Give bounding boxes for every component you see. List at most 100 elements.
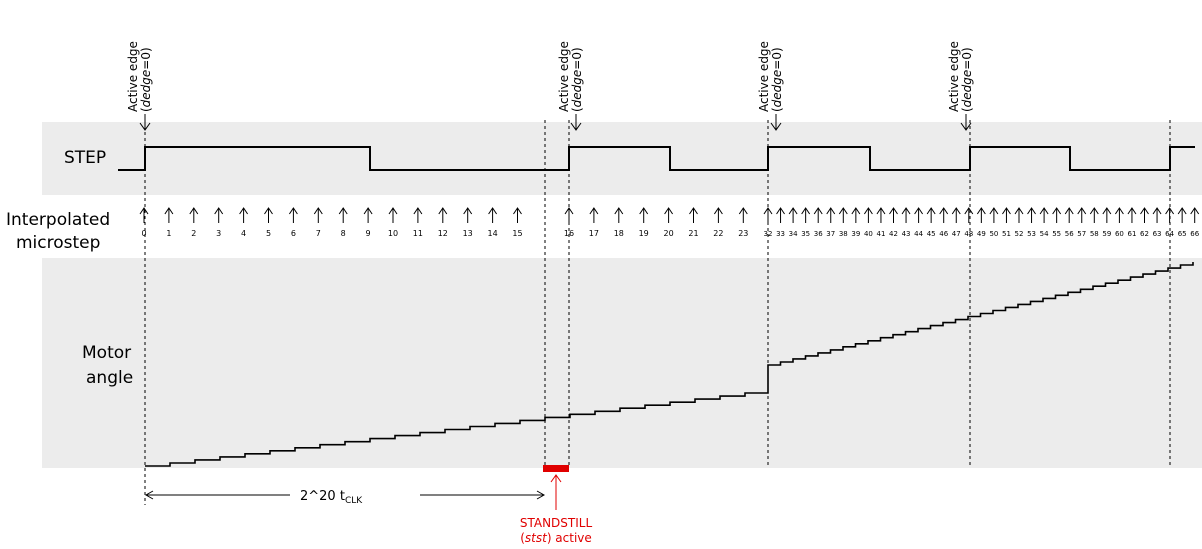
- paren: (: [139, 107, 153, 112]
- microstep-number: 11: [413, 229, 423, 238]
- microstep-number: 47: [952, 230, 961, 238]
- microstep-arrow-head: [164, 207, 174, 215]
- microstep-number: 21: [688, 229, 698, 238]
- microstep-number: 35: [801, 230, 810, 238]
- microstep-arrow-head: [989, 207, 999, 215]
- edge-arrow-head: [960, 122, 972, 131]
- paren: (: [520, 531, 525, 545]
- microstep-arrow-head: [664, 207, 674, 215]
- microstep-arrow-head: [1027, 207, 1036, 215]
- active-edge-note: (dedge=0): [139, 47, 153, 112]
- microstep-number: 32: [764, 230, 773, 238]
- active-edge-note: (dedge=0): [960, 47, 974, 112]
- microstep-arrow-head: [313, 207, 323, 215]
- microstep-number: 58: [1090, 230, 1099, 238]
- microstep-arrow-head: [338, 207, 348, 215]
- motor-label: Motor: [82, 343, 131, 363]
- microstep-arrow-head: [1077, 207, 1087, 215]
- microstep-number: 6: [291, 229, 296, 238]
- microstep-number: 38: [839, 230, 848, 238]
- microstep-arrow-head: [264, 207, 273, 215]
- microstep-number: 33: [776, 230, 785, 238]
- microstep-number: 12: [438, 229, 448, 238]
- microstep-arrow-head: [914, 207, 924, 215]
- microstep-arrow-head: [639, 207, 649, 215]
- microstep-number: 19: [639, 229, 649, 238]
- microstep-arrow-head: [1177, 207, 1187, 215]
- edge-arrow-head: [570, 122, 582, 131]
- microstep-number: 43: [902, 230, 911, 238]
- microstep-arrow-head: [463, 207, 473, 215]
- microstep-arrow-head: [564, 207, 574, 215]
- microstep-arrow-head: [1014, 207, 1024, 215]
- microstep-number: 8: [341, 229, 346, 238]
- microstep-number: 23: [738, 229, 748, 238]
- step-waveform: [118, 146, 1195, 171]
- microstep-arrow-head: [1152, 207, 1162, 215]
- microstep-arrow-head: [488, 207, 498, 215]
- microstep-number: 20: [664, 229, 674, 238]
- dedge: dedge: [570, 70, 584, 108]
- microstep-arrow-head: [1127, 207, 1137, 215]
- microstep-number: 18: [614, 229, 624, 238]
- microstep-arrow-head: [1064, 207, 1074, 215]
- microstep-arrow-head: [851, 207, 861, 215]
- microstep-arrow-head: [413, 207, 423, 215]
- microstep-arrow-head: [813, 207, 823, 215]
- microstep-number: 7: [316, 229, 321, 238]
- microstep-arrow-head: [363, 207, 373, 215]
- step-label: STEP: [64, 148, 106, 168]
- microstep-label: microstep: [16, 233, 100, 253]
- microstep-arrow-head: [926, 207, 936, 215]
- microstep-number: 14: [488, 229, 498, 238]
- microstep-number: 53: [1027, 230, 1036, 238]
- microstep-arrow-head: [713, 207, 723, 215]
- microstep-number: 45: [927, 230, 936, 238]
- microstep-number: 9: [366, 229, 371, 238]
- standstill-title: STANDSTILL: [520, 516, 593, 530]
- edge-arrow-head: [139, 122, 151, 131]
- microstep-arrow-head: [388, 207, 398, 215]
- note-rest: ) active: [547, 531, 592, 545]
- microstep-number: 65: [1178, 230, 1187, 238]
- microstep-arrow-head: [876, 207, 886, 215]
- microstep-number: 62: [1140, 230, 1149, 238]
- microstep-arrow-head: [788, 207, 798, 215]
- microstep-arrow-head: [614, 207, 624, 215]
- microstep-arrow-head: [1102, 207, 1112, 215]
- microstep-arrow-head: [513, 207, 522, 215]
- motor-label: angle: [86, 368, 133, 388]
- microstep-arrow-head: [239, 207, 249, 215]
- microstep-arrow-head: [214, 207, 224, 215]
- microstep-arrow-head: [589, 207, 599, 215]
- microstep-arrow-head: [964, 207, 974, 215]
- dedge: dedge: [770, 70, 784, 108]
- microstep-number: 44: [914, 230, 923, 238]
- microstep-number: 16: [564, 229, 574, 238]
- microstep-number: 1: [166, 229, 171, 238]
- dedge: dedge: [139, 70, 153, 108]
- microstep-arrow-head: [976, 207, 986, 215]
- microstep-number: 60: [1115, 230, 1124, 238]
- standstill-bar: [543, 465, 569, 472]
- microstep-arrow-head: [1165, 207, 1175, 215]
- microstep-number: 61: [1127, 230, 1136, 238]
- motor-band: [42, 258, 1202, 468]
- microstep-number: 56: [1065, 230, 1074, 238]
- microstep-number: 39: [851, 230, 860, 238]
- microstep-arrow-head: [901, 207, 911, 215]
- note-rest: =0): [139, 47, 153, 69]
- microstep-label: Interpolated: [6, 210, 110, 230]
- paren: (: [570, 107, 584, 112]
- note-rest: =0): [770, 47, 784, 69]
- standstill-arrow: [550, 474, 562, 510]
- microstep-number: 42: [889, 230, 898, 238]
- microstep-arrow-head: [826, 207, 836, 215]
- microstep-arrow-head: [951, 207, 961, 215]
- microstep-number: 49: [977, 230, 986, 238]
- microstep-arrow-head: [139, 207, 149, 215]
- microstep-number: 2: [191, 229, 196, 238]
- microstep-arrow-head: [1114, 207, 1124, 215]
- microstep-number: 51: [1002, 230, 1011, 238]
- active-edge-title: Active edge: [557, 41, 571, 112]
